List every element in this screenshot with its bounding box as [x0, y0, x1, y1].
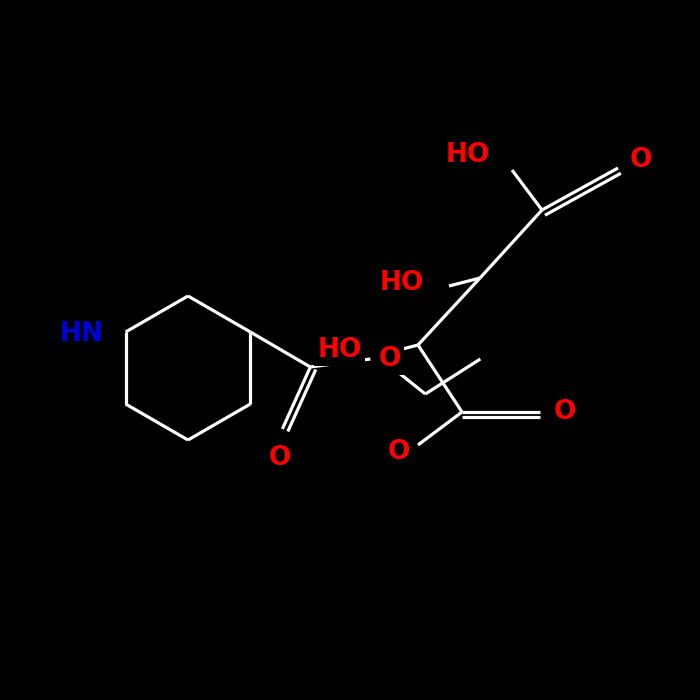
Text: HO: HO: [379, 270, 424, 296]
Text: O: O: [554, 399, 577, 425]
Text: HO: HO: [445, 142, 490, 168]
Text: HN: HN: [60, 321, 104, 347]
Text: O: O: [269, 445, 292, 471]
Text: O: O: [630, 147, 652, 173]
Text: O: O: [379, 346, 401, 372]
Text: HO: HO: [318, 337, 362, 363]
Text: O: O: [388, 439, 410, 465]
